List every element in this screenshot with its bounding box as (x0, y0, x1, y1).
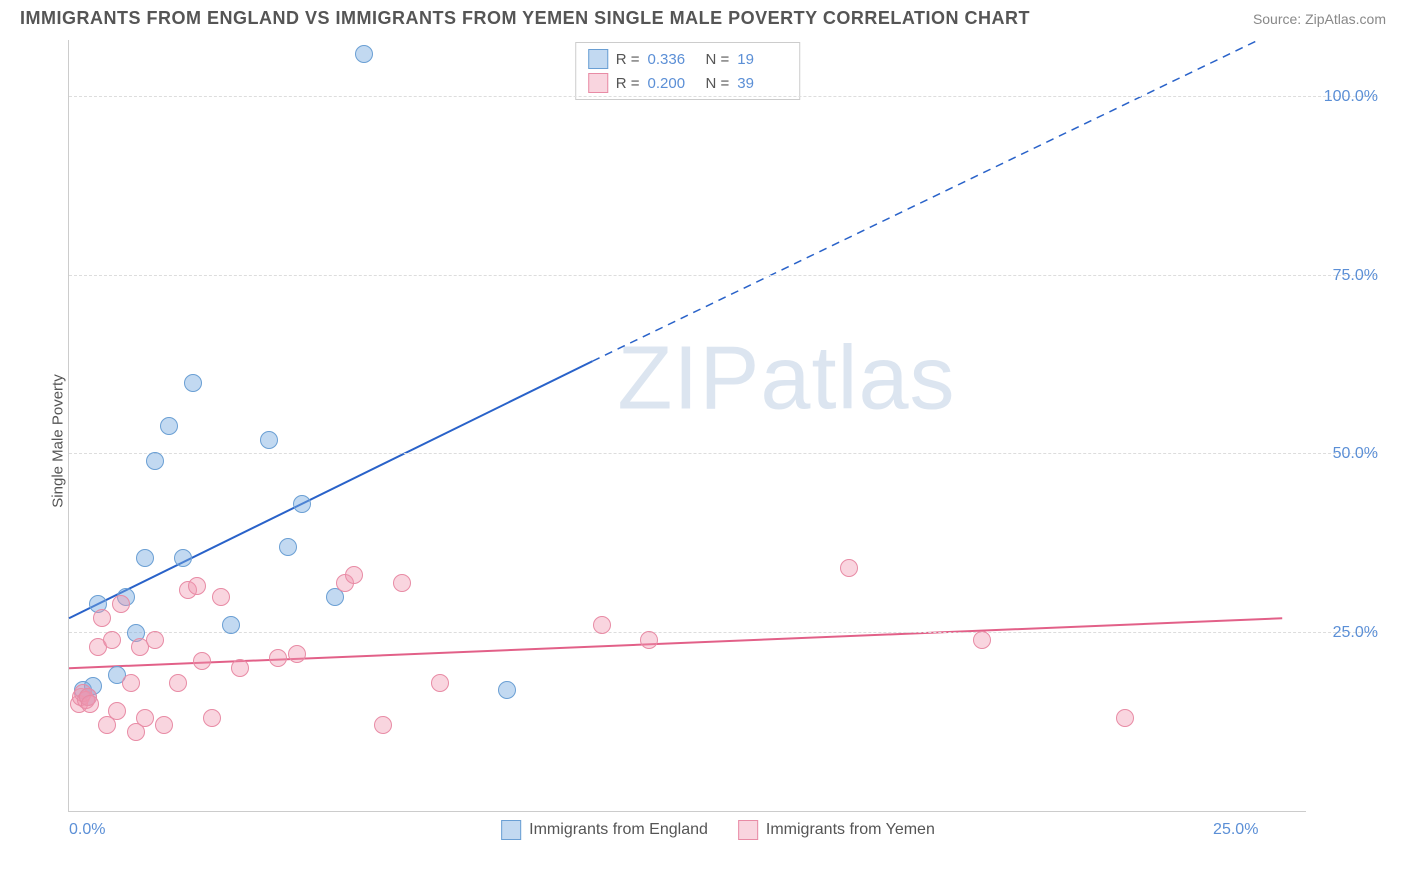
legend-r-yemen: 0.200 (648, 75, 698, 92)
y-tick-label: 75.0% (1313, 267, 1378, 285)
scatter-point (374, 716, 392, 734)
scatter-point (345, 566, 363, 584)
series-legend: Immigrants from England Immigrants from … (501, 820, 935, 840)
y-tick-label: 25.0% (1313, 624, 1378, 642)
scatter-point (288, 645, 306, 663)
scatter-point (146, 631, 164, 649)
legend-r-england: 0.336 (648, 51, 698, 68)
scatter-point (108, 702, 126, 720)
scatter-point (279, 538, 297, 556)
scatter-point (146, 452, 164, 470)
scatter-point (155, 716, 173, 734)
trend-line-solid (69, 618, 1282, 668)
scatter-point (593, 616, 611, 634)
legend-label-yemen: Immigrants from Yemen (766, 821, 935, 839)
scatter-point (640, 631, 658, 649)
scatter-point (222, 616, 240, 634)
scatter-point (160, 417, 178, 435)
scatter-point (1116, 709, 1134, 727)
chart-container: Single Male Poverty ZIPatlas R = 0.336 N… (50, 40, 1386, 842)
legend-item-yemen: Immigrants from Yemen (738, 820, 935, 840)
scatter-point (393, 574, 411, 592)
trend-lines (69, 40, 1306, 811)
scatter-point (231, 659, 249, 677)
scatter-point (93, 609, 111, 627)
scatter-point (136, 709, 154, 727)
scatter-point (498, 681, 516, 699)
legend-row-england: R = 0.336 N = 19 (588, 47, 788, 71)
legend-item-england: Immigrants from England (501, 820, 708, 840)
scatter-point (136, 549, 154, 567)
legend-n-label: N = (706, 51, 730, 68)
x-tick-label: 0.0% (69, 821, 105, 839)
scatter-point (203, 709, 221, 727)
plot-area: ZIPatlas R = 0.336 N = 19 R = 0.200 N = … (68, 40, 1306, 812)
x-tick-label: 25.0% (1213, 821, 1258, 839)
legend-n-england: 19 (737, 51, 787, 68)
scatter-point (260, 431, 278, 449)
trend-line-solid (69, 361, 592, 618)
scatter-point (431, 674, 449, 692)
gridline (69, 632, 1376, 633)
scatter-point (840, 559, 858, 577)
scatter-point (174, 549, 192, 567)
gridline (69, 453, 1376, 454)
legend-r-label: R = (616, 51, 640, 68)
scatter-point (184, 374, 202, 392)
gridline (69, 275, 1376, 276)
legend-n-yemen: 39 (737, 75, 787, 92)
legend-n-label: N = (706, 75, 730, 92)
legend-label-england: Immigrants from England (529, 821, 708, 839)
gridline (69, 96, 1376, 97)
scatter-point (973, 631, 991, 649)
scatter-point (103, 631, 121, 649)
scatter-point (212, 588, 230, 606)
source-attribution: Source: ZipAtlas.com (1253, 11, 1386, 27)
scatter-point (269, 649, 287, 667)
legend-r-label: R = (616, 75, 640, 92)
correlation-legend: R = 0.336 N = 19 R = 0.200 N = 39 (575, 42, 801, 100)
legend-row-yemen: R = 0.200 N = 39 (588, 71, 788, 95)
y-tick-label: 100.0% (1313, 88, 1378, 106)
legend-swatch-england (501, 820, 521, 840)
scatter-point (188, 577, 206, 595)
scatter-point (193, 652, 211, 670)
legend-swatch-yemen (738, 820, 758, 840)
y-axis-label: Single Male Poverty (50, 374, 67, 507)
y-tick-label: 50.0% (1313, 445, 1378, 463)
scatter-point (293, 495, 311, 513)
scatter-point (81, 695, 99, 713)
scatter-point (355, 45, 373, 63)
chart-title: IMMIGRANTS FROM ENGLAND VS IMMIGRANTS FR… (20, 8, 1030, 29)
scatter-point (122, 674, 140, 692)
scatter-point (169, 674, 187, 692)
scatter-point (112, 595, 130, 613)
legend-swatch-yemen (588, 73, 608, 93)
legend-swatch-england (588, 49, 608, 69)
